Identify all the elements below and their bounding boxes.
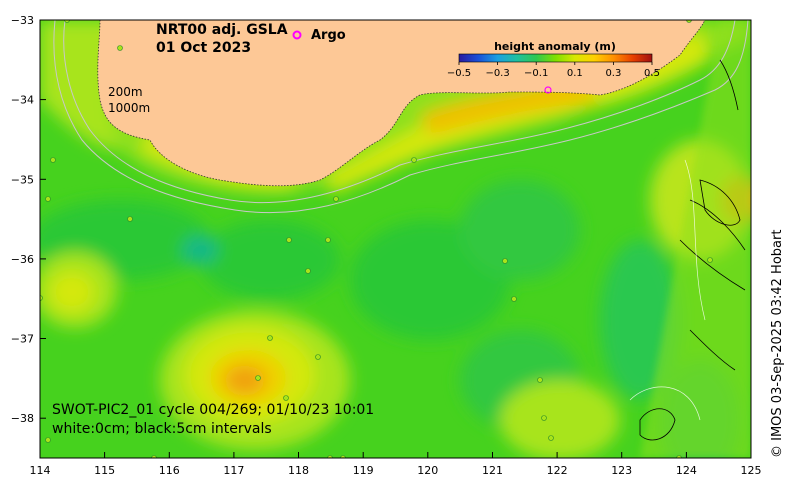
- x-tick-label: 124: [676, 464, 697, 477]
- x-tick-label: 125: [741, 464, 762, 477]
- x-tick-label: 114: [30, 464, 51, 477]
- y-tick-label: −36: [11, 253, 34, 266]
- isobath-label-200m: 200m: [108, 85, 143, 99]
- x-tick-label: 116: [159, 464, 180, 477]
- x-axis: [39, 452, 752, 458]
- x-tick-label: 115: [94, 464, 115, 477]
- x-tick-label: 117: [223, 464, 244, 477]
- argo-marker-icon: [292, 30, 302, 40]
- swot-caption: SWOT-PIC2_01 cycle 004/269; 01/10/23 10:…: [52, 402, 374, 418]
- y-tick-label: −33: [11, 14, 34, 27]
- obs-points: [40, 20, 713, 458]
- plot-frame: [39, 19, 752, 459]
- colorbar-tick-label: 0.5: [644, 68, 660, 79]
- y-tick-label: −38: [11, 412, 34, 425]
- argo-legend: Argo: [292, 28, 346, 43]
- isobath-200m: [63, 20, 736, 204]
- y-tick-label: −35: [11, 173, 34, 186]
- colorbar-tick-label: −0.5: [447, 68, 471, 79]
- argo-floats: [544, 86, 552, 94]
- map-title: NRT00 adj. GSLA: [156, 22, 288, 38]
- copyright-notice: © IMOS 03-Sep-2025 03:42 Hobart: [770, 230, 785, 458]
- colorbar-tick-label: −0.3: [485, 68, 509, 79]
- swot-contour-note: white:0cm; black:5cm intervals: [52, 421, 272, 437]
- colorbar-tick-label: 0.1: [567, 68, 583, 79]
- colorbar-title: height anomaly (m): [494, 40, 616, 53]
- isobath-label-1000m: 1000m: [108, 101, 150, 115]
- y-tick-label: −34: [11, 94, 34, 107]
- plot-area: [40, 20, 751, 458]
- x-tick-labels: 114 115 116 117 118 119 120 121 122 123 …: [30, 464, 762, 477]
- y-tick-labels: −33 −34 −35 −36 −37 −38: [11, 14, 34, 425]
- colorbar-ticks: [458, 62, 653, 65]
- x-tick-label: 123: [611, 464, 632, 477]
- isobath-1000m: [53, 20, 749, 214]
- colorbar-gradient: [458, 53, 653, 63]
- x-tick-label: 121: [482, 464, 503, 477]
- x-tick-label: 122: [547, 464, 568, 477]
- y-tick-label: −37: [11, 333, 34, 346]
- colorbar-tick-label: 0.3: [605, 68, 621, 79]
- argo-label: Argo: [311, 28, 346, 43]
- x-tick-label: 119: [353, 464, 374, 477]
- x-tick-label: 118: [288, 464, 309, 477]
- y-axis: [40, 19, 46, 419]
- map-date: 01 Oct 2023: [156, 40, 251, 56]
- x-tick-label: 120: [417, 464, 438, 477]
- swot-contours-white: [629, 159, 706, 421]
- coastline: [97, 20, 706, 187]
- swot-contours: [639, 59, 746, 441]
- colorbar-tick-label: −0.1: [524, 68, 548, 79]
- colorbar: height anomaly (m) −0.5 −0.3 −0.1 0.1 0.…: [447, 40, 660, 79]
